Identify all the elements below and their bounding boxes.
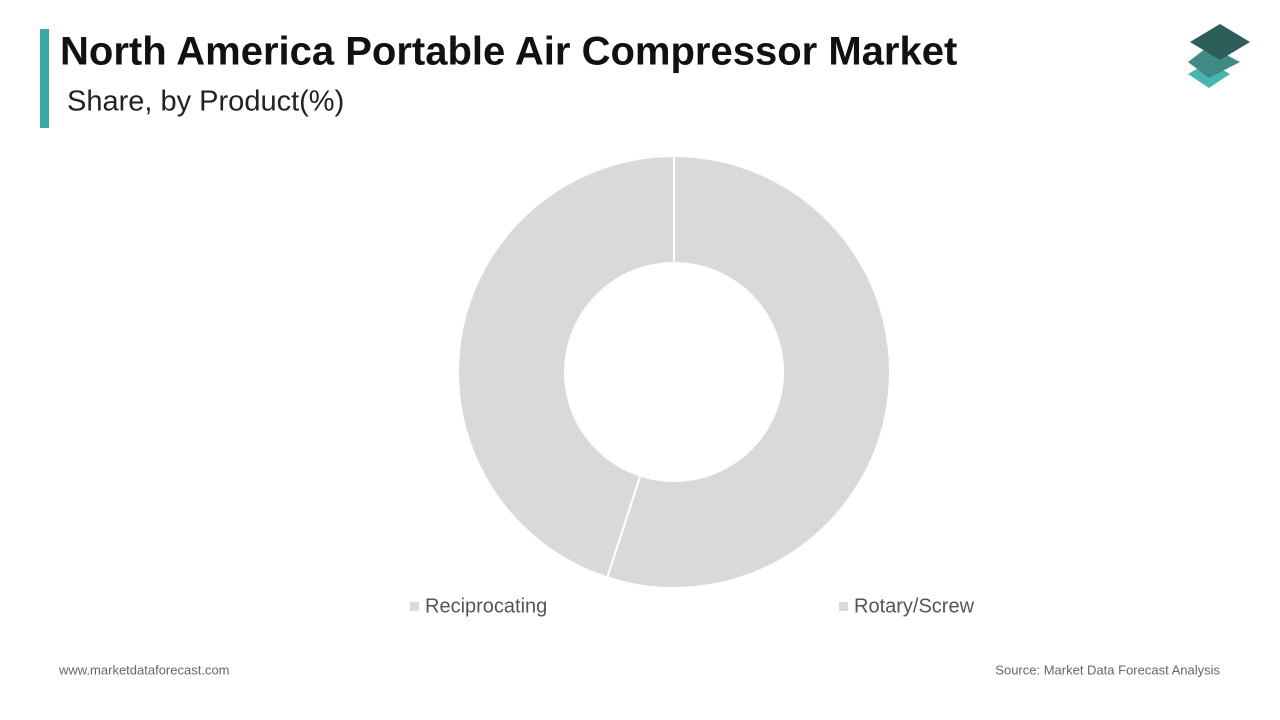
donut-slice xyxy=(605,154,891,589)
chart-subtitle: Share, by Product(%) xyxy=(67,86,344,118)
title-accent xyxy=(40,29,49,128)
logo xyxy=(1188,24,1250,88)
legend-label: Rotary/Screw xyxy=(854,595,975,617)
donut-slice xyxy=(457,154,675,579)
legend-label: Reciprocating xyxy=(425,595,547,617)
chart-title: North America Portable Air Compressor Ma… xyxy=(60,30,957,74)
legend-marker xyxy=(410,602,419,611)
legend-marker xyxy=(839,602,848,611)
source: Source: Market Data Forecast Analysis xyxy=(995,662,1220,677)
website: www.marketdataforecast.com xyxy=(58,662,230,677)
